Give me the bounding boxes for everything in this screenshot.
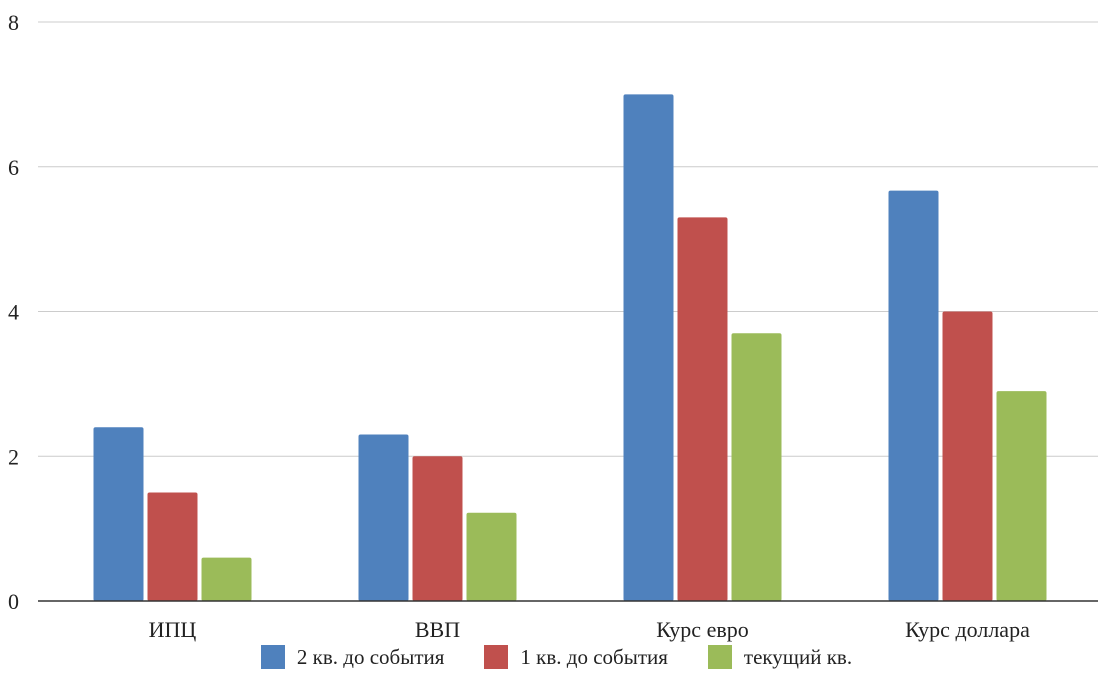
- bar-2-series-3: [466, 512, 517, 601]
- x-tick-label-3: Курс евро: [656, 617, 748, 642]
- x-axis-labels: ИПЦ ВВП Курс евро Курс доллара: [149, 617, 1030, 642]
- bar-1-series-3: [201, 557, 252, 601]
- legend-swatch-series-3: [707, 645, 732, 669]
- legend-item-series-1: 2 кв. до события: [260, 644, 445, 670]
- bar-1-series-2: [147, 492, 198, 601]
- bars: [93, 94, 1047, 602]
- x-tick-label-1: ИПЦ: [149, 617, 197, 642]
- y-axis-ticks: 0 2 4 6 8: [8, 10, 19, 614]
- x-tick-label-2: ВВП: [415, 617, 460, 642]
- bar-4-series-3: [996, 391, 1047, 601]
- bar-1-series-1: [93, 427, 144, 601]
- legend-swatch-series-2: [484, 645, 509, 669]
- bar-3-series-3: [731, 333, 782, 601]
- legend: 2 кв. до события 1 кв. до события текущи…: [0, 640, 1113, 674]
- legend-label-series-2: 1 кв. до события: [520, 644, 668, 669]
- y-tick-label-2: 4: [8, 300, 19, 325]
- bar-3-series-2: [677, 217, 728, 601]
- bar-2-series-1: [358, 434, 409, 601]
- bar-4-series-1: [888, 190, 939, 602]
- gridlines: [38, 21, 1098, 457]
- y-tick-label-0: 0: [8, 589, 19, 614]
- y-tick-label-4: 8: [8, 10, 19, 35]
- legend-item-series-3: текущий кв.: [707, 644, 853, 670]
- x-tick-label-4: Курс доллара: [905, 617, 1030, 642]
- bar-4-series-2: [942, 311, 993, 601]
- legend-label-series-1: 2 кв. до события: [296, 644, 445, 669]
- bar-3-series-1: [623, 94, 674, 601]
- bar-2-series-2: [412, 456, 463, 601]
- y-tick-label-3: 6: [8, 155, 19, 180]
- legend-swatch-series-1: [260, 645, 285, 669]
- legend-item-series-2: 1 кв. до события: [484, 645, 668, 670]
- legend-label-series-3: текущий кв.: [743, 644, 853, 669]
- y-tick-label-1: 2: [8, 444, 19, 469]
